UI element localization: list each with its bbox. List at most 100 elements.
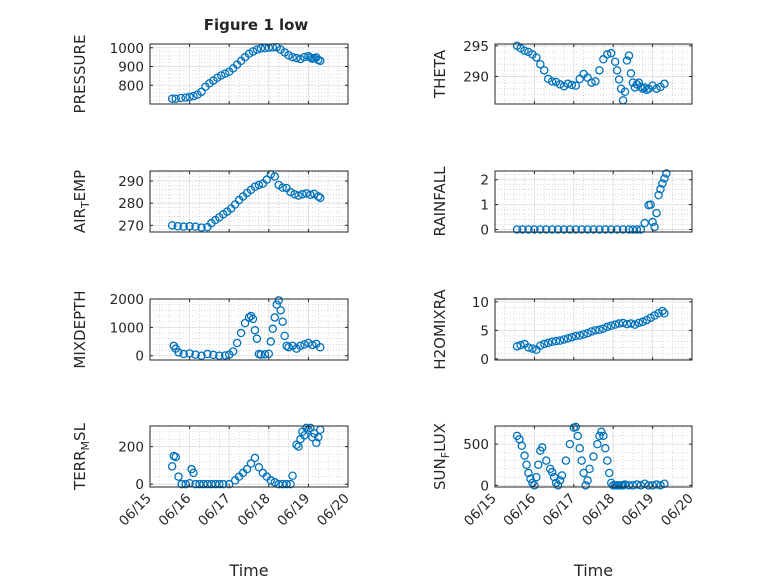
data-point — [534, 460, 543, 469]
data-point — [646, 200, 655, 209]
data-point — [288, 52, 297, 62]
data-point — [632, 225, 642, 234]
data-point — [652, 84, 661, 93]
data-point — [583, 328, 592, 338]
y-axis-label: RAINFALL — [431, 166, 449, 237]
data-point — [215, 479, 224, 489]
subplot-6: 0 5 10 H2OMIXRA — [431, 289, 693, 370]
data-point — [276, 306, 285, 315]
axes-box — [494, 298, 693, 361]
data-point — [583, 476, 592, 485]
y-tick-label: 0 — [135, 477, 144, 493]
data-point — [517, 441, 527, 451]
y-tick-label: 1000 — [110, 320, 144, 336]
data-point — [587, 78, 596, 87]
data-point — [660, 79, 669, 89]
data-point — [256, 44, 266, 53]
y-tick-label: 200 — [118, 440, 144, 456]
y-tick-label: 0 — [135, 349, 144, 365]
data-point — [638, 84, 648, 93]
data-point — [628, 78, 638, 87]
x-tick-label: 06/19 — [619, 491, 658, 530]
x-tick-label: 06/17 — [195, 491, 234, 530]
data-point — [197, 223, 206, 232]
data-point — [603, 50, 612, 59]
data-point — [177, 479, 186, 489]
series-markers — [167, 42, 325, 104]
data-point — [565, 439, 575, 449]
y-axis-label: THETA — [431, 49, 449, 99]
data-point — [640, 218, 649, 228]
data-point — [555, 336, 565, 345]
data-point — [656, 184, 665, 194]
axes-box — [494, 43, 693, 105]
data-point — [606, 321, 616, 331]
y-tick-label: 2 — [480, 173, 489, 189]
data-point — [620, 480, 630, 489]
data-point — [536, 341, 545, 350]
data-point — [260, 350, 270, 359]
y-tick-label: 1000 — [110, 41, 144, 57]
data-point — [240, 318, 250, 328]
data-point — [561, 456, 571, 465]
data-point — [280, 331, 289, 341]
data-point — [540, 339, 549, 349]
data-point — [294, 442, 303, 451]
data-point — [246, 459, 256, 468]
data-point — [603, 456, 612, 465]
y-tick-label: 270 — [118, 218, 144, 234]
data-point — [571, 422, 581, 432]
data-point — [610, 320, 620, 329]
y-tick-label: 0 — [480, 223, 489, 239]
data-point — [248, 47, 258, 56]
data-point — [577, 225, 586, 234]
data-point — [634, 78, 644, 87]
data-point — [526, 474, 535, 484]
data-point — [254, 180, 264, 190]
data-point — [174, 472, 183, 481]
x-tick-label: 06/16 — [156, 491, 195, 530]
data-point — [536, 225, 545, 234]
data-point — [252, 45, 262, 54]
data-point — [167, 94, 177, 104]
data-point — [254, 463, 264, 472]
data-point — [648, 217, 657, 227]
data-point — [244, 313, 254, 322]
data-point — [614, 319, 624, 328]
data-point — [605, 468, 614, 478]
data-point — [203, 349, 212, 359]
data-point — [173, 221, 182, 231]
data-point — [316, 56, 325, 66]
data-point — [266, 476, 276, 485]
data-point — [203, 479, 212, 489]
data-point — [292, 440, 301, 450]
data-point — [270, 172, 279, 181]
series-markers — [167, 170, 325, 232]
data-point — [563, 79, 573, 89]
data-point — [272, 300, 281, 309]
y-tick-label: 0 — [480, 478, 489, 494]
data-point — [640, 83, 649, 92]
data-point — [284, 342, 293, 352]
minor-grid — [494, 299, 693, 360]
y-axis-label: SUNFLUX — [431, 423, 452, 490]
axes-box — [494, 170, 693, 233]
data-point — [314, 433, 323, 442]
axes-box — [149, 43, 349, 105]
data-point — [622, 319, 632, 329]
data-point — [624, 51, 634, 60]
y-tick-label: 295 — [463, 39, 489, 55]
data-point — [274, 479, 283, 489]
data-point — [636, 225, 646, 234]
data-point — [308, 340, 317, 350]
x-tick-label: 06/17 — [540, 491, 579, 530]
y-tick-label: 5 — [480, 323, 489, 339]
data-point — [589, 225, 598, 234]
data-point — [185, 92, 194, 102]
series-markers — [512, 169, 671, 234]
data-point — [620, 87, 630, 97]
data-point — [262, 175, 272, 184]
y-axis-label: TERRMSL — [71, 422, 92, 491]
x-axis-label: Time — [228, 561, 268, 580]
